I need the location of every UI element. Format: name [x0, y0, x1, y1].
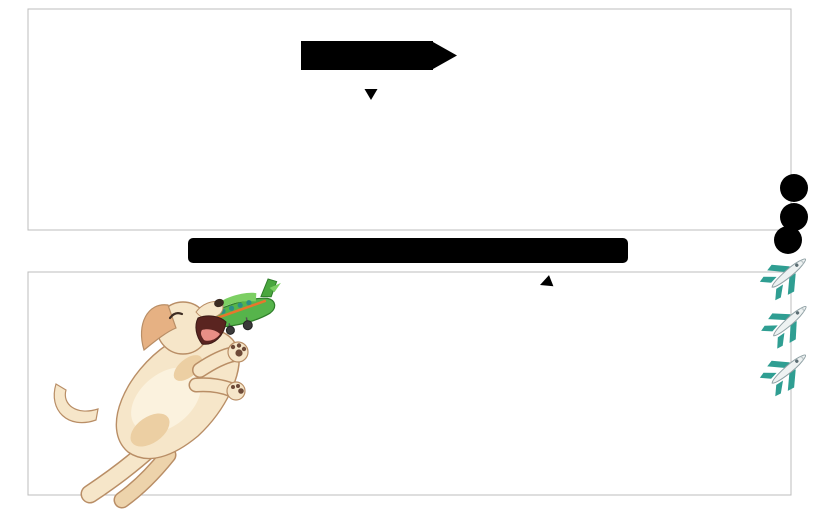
dog-hind-leg2	[115, 448, 175, 507]
toy-plane-window	[228, 305, 235, 311]
airplane-icon	[755, 341, 816, 401]
sell-flag-annotation	[301, 41, 457, 100]
toy-plane-tailfin	[260, 278, 278, 298]
badge-30	[780, 203, 808, 231]
title-banner	[188, 238, 628, 287]
toy-plane-window	[246, 300, 252, 306]
dog-paw-pad	[241, 346, 247, 352]
banner-arrow-head	[540, 275, 554, 287]
toy-plane-wheel	[242, 320, 253, 331]
dog-paw-pad	[235, 349, 243, 357]
badge-20	[774, 226, 802, 254]
dog-nose	[214, 298, 224, 308]
dog-paw-pad	[230, 344, 236, 350]
dog-paw-pad	[236, 343, 242, 348]
dog-haunch-patch	[130, 413, 170, 447]
airplane-icon	[756, 293, 816, 354]
top-legend	[706, 17, 736, 46]
badge-60	[780, 174, 808, 202]
dog-paw2-pad	[231, 385, 235, 389]
toy-plane-tailfin-light	[269, 282, 281, 293]
toy-plane-cabin	[214, 292, 257, 311]
flag-arrowhead	[433, 42, 457, 69]
top-chart-border	[27, 8, 792, 231]
dog-closed-eye	[168, 312, 184, 320]
bottom-legend	[36, 288, 62, 314]
flag-box	[301, 41, 433, 70]
dog-ear	[140, 304, 177, 352]
ma-badges	[774, 174, 808, 254]
airplane-icon	[755, 245, 816, 305]
toy-plane-window	[237, 302, 243, 308]
banner-box	[188, 238, 628, 263]
dog-illustration	[53, 278, 281, 509]
dog-paw2-pad	[238, 388, 244, 394]
dog-paw2-pad	[236, 384, 240, 388]
dog-back-patch	[173, 355, 203, 381]
flag-down-arrow-head	[364, 89, 378, 100]
toy-plane-wheel	[225, 325, 235, 335]
dog-tail	[53, 383, 99, 424]
dog-tongue	[200, 329, 220, 341]
